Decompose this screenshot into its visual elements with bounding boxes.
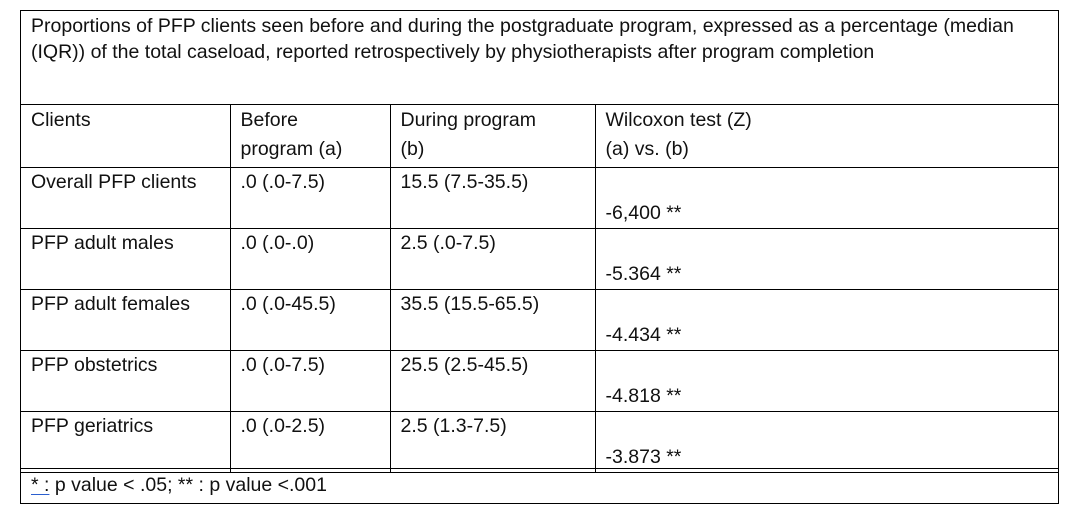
- header-during: During program (b): [389, 105, 596, 168]
- before-cell: .0 (.0-7.5): [229, 167, 391, 229]
- table-row: PFP adult females .0 (.0-45.5) 35.5 (15.…: [21, 289, 1058, 351]
- table-caption: Proportions of PFP clients seen before a…: [21, 11, 1058, 105]
- footnote-text: p value < .05; ** : p value <.001: [49, 474, 327, 496]
- table-row: PFP geriatrics .0 (.0-2.5) 2.5 (1.3-7.5)…: [21, 411, 1058, 473]
- before-cell: .0 (.0-45.5): [229, 289, 391, 351]
- client-cell: PFP obstetrics: [21, 350, 231, 412]
- header-row: Clients Before program (a) During progra…: [21, 105, 1058, 168]
- table-row: Overall PFP clients .0 (.0-7.5) 15.5 (7.…: [21, 167, 1058, 229]
- client-cell: Overall PFP clients: [21, 167, 231, 229]
- header-during-line2: (b): [400, 138, 425, 160]
- before-cell: .0 (.0-7.5): [229, 350, 391, 412]
- during-cell: 15.5 (7.5-35.5): [389, 167, 596, 229]
- wilcoxon-cell: -6,400 **: [594, 167, 1058, 229]
- table-row: PFP adult males .0 (.0-.0) 2.5 (.0-7.5) …: [21, 228, 1058, 290]
- table-row: PFP obstetrics .0 (.0-7.5) 25.5 (2.5-45.…: [21, 350, 1058, 412]
- header-clients-label: Clients: [31, 109, 91, 131]
- wilcoxon-cell: -3.873 **: [594, 411, 1058, 473]
- footnote-marker: * :: [31, 474, 50, 496]
- wilcoxon-cell: -5.364 **: [594, 228, 1058, 290]
- header-clients: Clients: [21, 105, 231, 168]
- client-cell: PFP adult males: [21, 228, 231, 290]
- wilcoxon-cell: -4.818 **: [594, 350, 1058, 412]
- header-wilcoxon-line2: (a) vs. (b): [605, 138, 689, 160]
- header-wilcoxon-line1: Wilcoxon test (Z): [605, 109, 752, 131]
- wilcoxon-cell: -4.434 **: [594, 289, 1058, 351]
- header-during-line1: During program: [400, 109, 536, 131]
- table-frame: Proportions of PFP clients seen before a…: [20, 10, 1059, 504]
- during-cell: 2.5 (1.3-7.5): [389, 411, 596, 473]
- header-before-line2: program (a): [240, 138, 343, 160]
- before-cell: .0 (.0-.0): [229, 228, 391, 290]
- client-cell: PFP adult females: [21, 289, 231, 351]
- header-before: Before program (a): [229, 105, 391, 168]
- client-cell: PFP geriatrics: [21, 411, 231, 473]
- header-wilcoxon: Wilcoxon test (Z) (a) vs. (b): [594, 105, 1058, 168]
- header-before-line1: Before: [240, 109, 298, 131]
- table-footnote: * : p value < .05; ** : p value <.001: [21, 468, 1058, 503]
- during-cell: 2.5 (.0-7.5): [389, 228, 596, 290]
- during-cell: 25.5 (2.5-45.5): [389, 350, 596, 412]
- during-cell: 35.5 (15.5-65.5): [389, 289, 596, 351]
- before-cell: .0 (.0-2.5): [229, 411, 391, 473]
- results-table: Clients Before program (a) During progra…: [21, 105, 1058, 473]
